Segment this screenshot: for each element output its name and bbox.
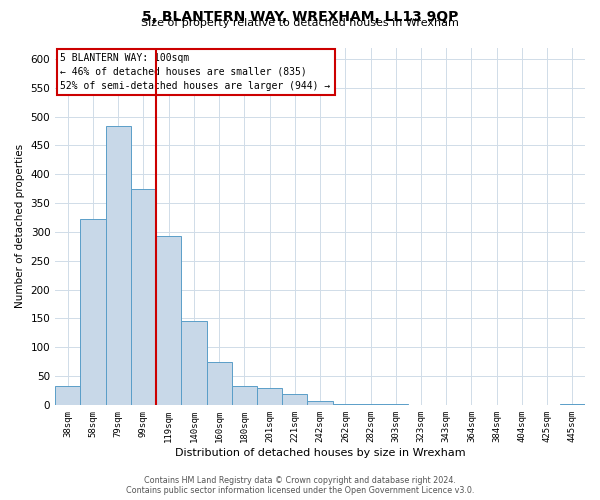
Bar — [232, 386, 257, 405]
Text: 5 BLANTERN WAY: 100sqm
← 46% of detached houses are smaller (835)
52% of semi-de: 5 BLANTERN WAY: 100sqm ← 46% of detached… — [61, 53, 331, 91]
Bar — [307, 401, 332, 405]
Bar — [181, 322, 206, 405]
Text: Contains HM Land Registry data © Crown copyright and database right 2024.
Contai: Contains HM Land Registry data © Crown c… — [126, 476, 474, 495]
Bar — [55, 386, 80, 405]
Bar — [332, 404, 358, 405]
Bar — [80, 218, 106, 405]
Bar — [131, 188, 156, 405]
Text: Size of property relative to detached houses in Wrexham: Size of property relative to detached ho… — [141, 18, 459, 28]
X-axis label: Distribution of detached houses by size in Wrexham: Distribution of detached houses by size … — [175, 448, 466, 458]
Bar — [156, 236, 181, 405]
Bar — [257, 388, 282, 405]
Y-axis label: Number of detached properties: Number of detached properties — [15, 144, 25, 308]
Bar — [106, 126, 131, 405]
Bar — [282, 394, 307, 405]
Bar — [383, 404, 409, 405]
Bar — [560, 404, 585, 405]
Bar — [206, 362, 232, 405]
Text: 5, BLANTERN WAY, WREXHAM, LL13 9QP: 5, BLANTERN WAY, WREXHAM, LL13 9QP — [142, 10, 458, 24]
Bar — [358, 404, 383, 405]
